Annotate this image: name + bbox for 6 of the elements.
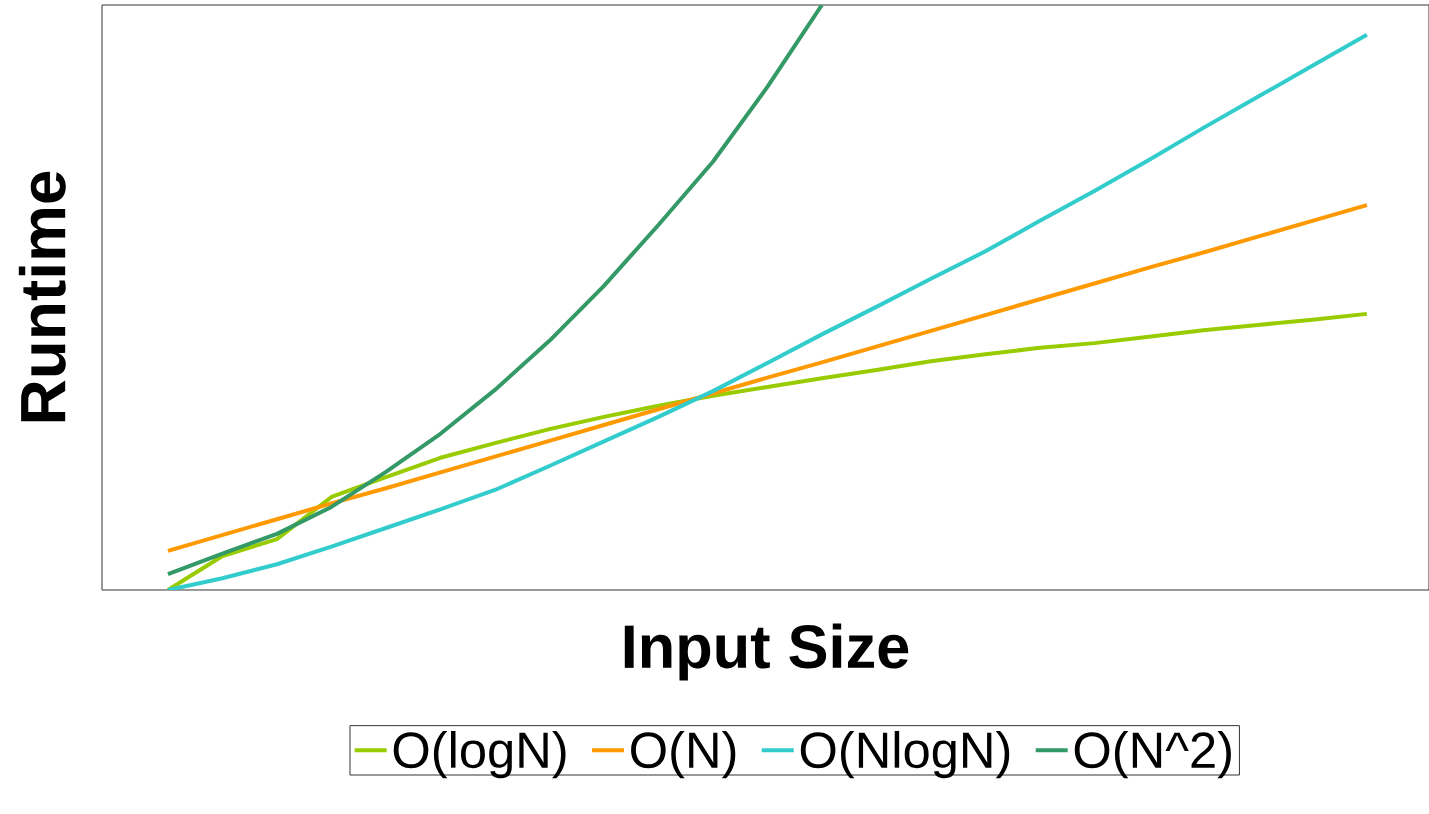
x-axis-title: Input Size: [624, 623, 909, 681]
legend-label: O(N): [631, 730, 736, 779]
legend-label: O(N^2): [1074, 730, 1231, 779]
y-axis-title: Runtime: [18, 171, 66, 422]
legend-label: O(NlogN): [800, 730, 1010, 779]
legend-label: O(logN): [393, 730, 566, 779]
